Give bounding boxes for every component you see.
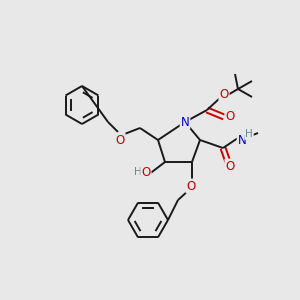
Text: H: H (134, 167, 142, 177)
Text: O: O (116, 134, 124, 146)
Text: O: O (186, 179, 196, 193)
Text: O: O (225, 110, 235, 124)
Text: O: O (141, 167, 151, 179)
Text: H: H (245, 129, 253, 139)
Text: O: O (225, 160, 235, 172)
Text: N: N (238, 134, 246, 148)
Text: O: O (219, 88, 229, 101)
Text: N: N (181, 116, 189, 128)
